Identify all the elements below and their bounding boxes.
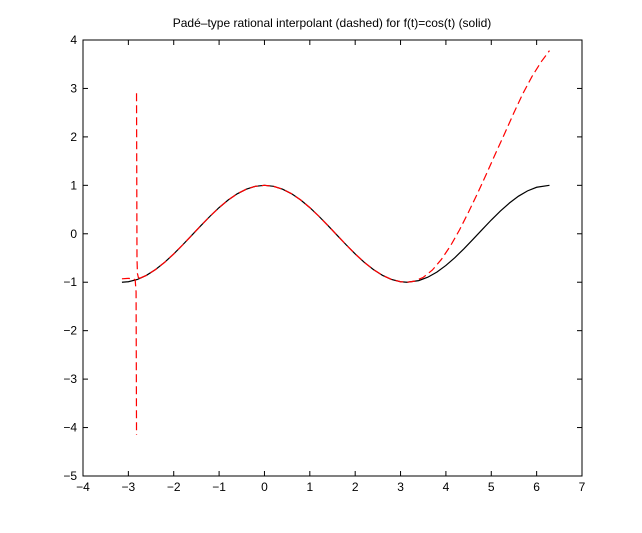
chart-title: Padé–type rational interpolant (dashed) …: [173, 16, 492, 30]
x-tick-label: −4: [76, 480, 90, 494]
curves: [121, 50, 550, 435]
x-tick-label: 3: [397, 480, 404, 494]
y-tick-label: 0: [70, 227, 77, 241]
y-tick-label: −1: [63, 275, 77, 289]
axes-frame: [82, 39, 583, 477]
x-axis: −4 −3 −2 −1 0 1 2 3 4 5 6 7: [76, 40, 586, 494]
rational-interpolant-line: [139, 50, 550, 283]
rational-interpolant-line: [135, 93, 141, 279]
x-tick-label: 7: [579, 480, 586, 494]
x-tick-label: −2: [167, 480, 181, 494]
x-tick-label: 0: [261, 480, 268, 494]
y-tick-label: 1: [70, 178, 77, 192]
x-tick-label: 1: [306, 480, 313, 494]
y-tick-label: 3: [70, 81, 77, 95]
y-tick-label: −4: [63, 421, 77, 435]
y-tick-label: 2: [70, 130, 77, 144]
x-tick-label: 6: [533, 480, 540, 494]
y-tick-label: −5: [63, 469, 77, 483]
y-tick-label: −2: [63, 324, 77, 338]
y-tick-label: −3: [63, 372, 77, 386]
x-tick-label: 4: [443, 480, 450, 494]
rational-interpolant-line: [121, 277, 138, 435]
x-tick-label: 5: [488, 480, 495, 494]
x-tick-label: −1: [212, 480, 226, 494]
x-tick-label: 2: [352, 480, 359, 494]
y-tick-label: 4: [70, 33, 77, 47]
x-tick-label: −3: [122, 480, 136, 494]
y-axis: 4 3 2 1 0 −1 −2 −3 −4 −5: [63, 33, 582, 483]
